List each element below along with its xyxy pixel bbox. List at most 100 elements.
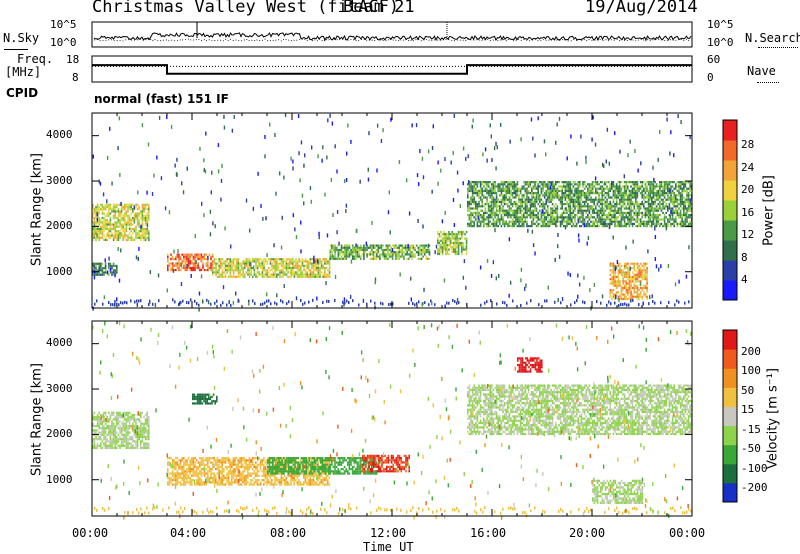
range-cell bbox=[636, 284, 639, 287]
range-cell bbox=[579, 216, 581, 219]
range-cell bbox=[109, 271, 112, 274]
range-cell bbox=[519, 209, 522, 212]
range-cell bbox=[337, 253, 340, 256]
range-cell bbox=[124, 438, 126, 441]
range-cell bbox=[513, 216, 515, 219]
range-cell bbox=[481, 203, 483, 206]
range-cell bbox=[678, 198, 680, 201]
range-cell bbox=[395, 244, 397, 247]
range-cell bbox=[587, 187, 589, 190]
range-cell bbox=[593, 181, 595, 184]
range-cell bbox=[499, 211, 501, 215]
range-cell bbox=[486, 258, 489, 263]
range-cell bbox=[233, 114, 235, 119]
range-cell bbox=[95, 230, 97, 233]
range-cell bbox=[371, 251, 373, 254]
range-cell bbox=[319, 258, 321, 261]
range-cell bbox=[601, 200, 603, 204]
range-cell bbox=[521, 222, 523, 226]
range-cell bbox=[566, 203, 568, 206]
range-cell bbox=[667, 192, 669, 195]
range-cell bbox=[673, 220, 675, 223]
range-cell bbox=[619, 189, 621, 193]
range-cell bbox=[331, 248, 333, 252]
range-cell bbox=[494, 192, 496, 195]
range-cell bbox=[317, 266, 320, 270]
range-cell bbox=[271, 258, 273, 261]
cpid-label: CPID bbox=[6, 86, 39, 100]
range-cell bbox=[681, 200, 683, 204]
range-cell bbox=[553, 209, 555, 212]
range-cell bbox=[363, 255, 365, 258]
range-cell bbox=[109, 230, 112, 233]
range-cell bbox=[148, 203, 150, 206]
range-cell bbox=[499, 189, 501, 193]
range-cell bbox=[502, 220, 504, 223]
range-cell bbox=[117, 238, 120, 242]
range-cell bbox=[228, 258, 230, 261]
range-cell bbox=[383, 255, 386, 258]
range-cell bbox=[623, 211, 626, 215]
range-cell bbox=[638, 214, 640, 217]
range-cell bbox=[667, 222, 669, 226]
range-cell bbox=[210, 264, 212, 267]
range-cell bbox=[630, 284, 632, 287]
range-cell bbox=[673, 194, 675, 197]
range-cell bbox=[651, 187, 653, 190]
range-cell bbox=[353, 251, 356, 254]
range-cell bbox=[660, 209, 663, 212]
range-cell bbox=[425, 244, 428, 247]
range-cell bbox=[95, 429, 97, 432]
range-cell bbox=[524, 203, 527, 206]
range-cell bbox=[298, 275, 300, 278]
range-cell bbox=[331, 251, 333, 254]
range-cell bbox=[473, 181, 475, 184]
range-cell bbox=[170, 268, 172, 272]
range-cell bbox=[519, 207, 522, 210]
range-cell bbox=[180, 262, 183, 267]
range-cell bbox=[308, 269, 310, 272]
range-cell bbox=[512, 299, 514, 303]
range-cell bbox=[675, 198, 677, 201]
range-cell bbox=[660, 264, 662, 269]
range-cell bbox=[601, 194, 603, 197]
range-cell bbox=[144, 203, 147, 206]
range-cell bbox=[322, 273, 324, 276]
range-cell bbox=[316, 266, 318, 270]
range-cell bbox=[547, 185, 549, 188]
range-cell bbox=[612, 295, 615, 298]
range-cell bbox=[526, 196, 528, 199]
range-cell bbox=[553, 211, 555, 215]
range-cell bbox=[468, 209, 471, 212]
range-cell bbox=[590, 207, 592, 210]
range-cell bbox=[103, 442, 105, 445]
range-cell bbox=[681, 207, 683, 210]
range-cell bbox=[309, 260, 312, 263]
range-cell bbox=[507, 209, 509, 212]
range-cell bbox=[475, 205, 477, 208]
range-cell bbox=[478, 200, 480, 204]
range-cell bbox=[550, 198, 552, 201]
range-cell bbox=[345, 244, 348, 247]
range-cell bbox=[254, 302, 256, 306]
range-cell bbox=[623, 280, 626, 283]
range-cell bbox=[646, 185, 648, 188]
range-cell bbox=[623, 286, 626, 290]
range-cell bbox=[285, 266, 288, 270]
range-cell bbox=[427, 257, 429, 260]
range-cell bbox=[505, 214, 507, 217]
range-cell bbox=[391, 248, 394, 253]
range-cell bbox=[355, 228, 358, 233]
range-cell bbox=[481, 183, 483, 186]
range-cell bbox=[622, 192, 624, 195]
range-cell bbox=[181, 253, 183, 256]
range-cell bbox=[643, 194, 645, 197]
range-cell bbox=[112, 418, 115, 421]
range-cell bbox=[633, 203, 635, 206]
range-cell bbox=[675, 187, 677, 190]
range-cell bbox=[604, 209, 607, 212]
range-cell bbox=[127, 203, 129, 206]
range-cell bbox=[585, 196, 587, 199]
range-cell bbox=[670, 185, 672, 188]
range-cell bbox=[507, 192, 509, 195]
